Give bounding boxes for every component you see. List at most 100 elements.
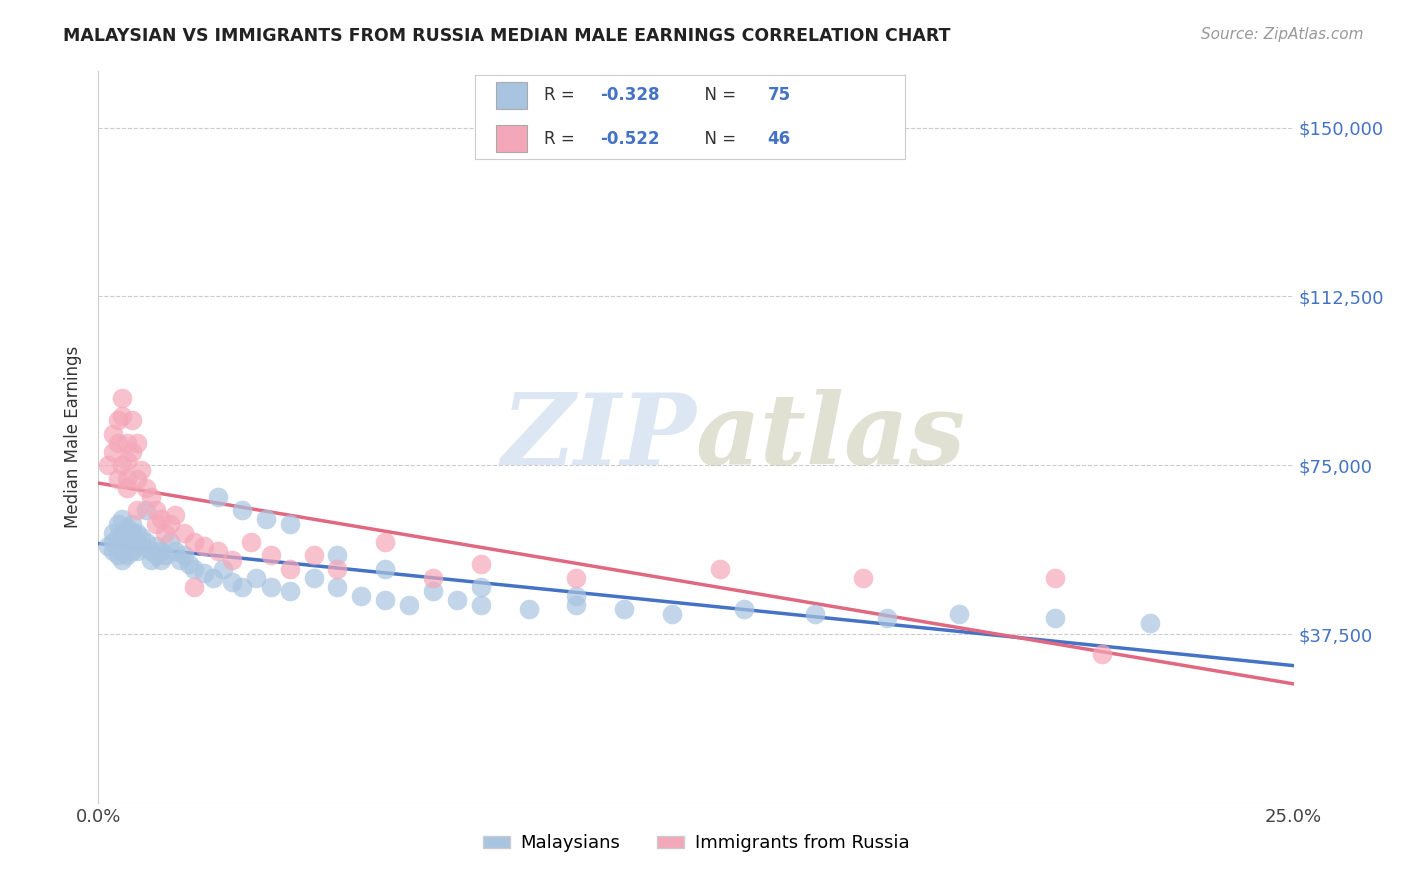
Point bbox=[565, 571, 588, 585]
Point bbox=[149, 543, 172, 558]
Point bbox=[107, 539, 129, 553]
Point bbox=[149, 512, 172, 526]
Point bbox=[101, 426, 124, 441]
Point bbox=[709, 562, 731, 576]
Point bbox=[446, 593, 468, 607]
Point bbox=[202, 571, 225, 585]
Point bbox=[115, 435, 138, 450]
Point bbox=[125, 503, 148, 517]
Point bbox=[111, 409, 134, 423]
Point bbox=[121, 525, 143, 540]
Point bbox=[111, 512, 134, 526]
Point bbox=[111, 534, 134, 549]
Point bbox=[179, 558, 201, 572]
Point bbox=[254, 512, 277, 526]
Point bbox=[107, 530, 129, 544]
Point bbox=[221, 553, 243, 567]
Point bbox=[125, 472, 148, 486]
Point bbox=[422, 571, 444, 585]
Point bbox=[145, 539, 167, 553]
Point bbox=[733, 602, 755, 616]
Point bbox=[107, 516, 129, 531]
Point bbox=[302, 548, 325, 562]
Y-axis label: Median Male Earnings: Median Male Earnings bbox=[65, 346, 83, 528]
Point bbox=[183, 580, 205, 594]
Point bbox=[121, 534, 143, 549]
Point bbox=[169, 553, 191, 567]
Point bbox=[245, 571, 267, 585]
Point bbox=[948, 607, 970, 621]
Point bbox=[470, 580, 492, 594]
Point bbox=[159, 516, 181, 531]
Point bbox=[131, 539, 153, 553]
Point bbox=[374, 562, 396, 576]
Point bbox=[135, 503, 157, 517]
Point bbox=[1043, 571, 1066, 585]
Point bbox=[852, 571, 875, 585]
Point bbox=[97, 458, 120, 473]
Point bbox=[193, 566, 215, 581]
Point bbox=[1091, 647, 1114, 661]
Legend: Malaysians, Immigrants from Russia: Malaysians, Immigrants from Russia bbox=[475, 827, 917, 860]
Point bbox=[207, 490, 229, 504]
Point bbox=[111, 391, 134, 405]
Point bbox=[115, 530, 138, 544]
Point bbox=[163, 508, 186, 522]
Point bbox=[211, 562, 233, 576]
Point bbox=[111, 543, 134, 558]
Point bbox=[661, 607, 683, 621]
Point bbox=[173, 548, 195, 562]
Point bbox=[115, 548, 138, 562]
Point bbox=[97, 539, 120, 553]
Point bbox=[278, 562, 301, 576]
Point bbox=[111, 553, 134, 567]
Point bbox=[135, 481, 157, 495]
Point bbox=[876, 611, 898, 625]
Point bbox=[470, 558, 492, 572]
Point bbox=[398, 598, 420, 612]
Point bbox=[139, 543, 162, 558]
Point bbox=[259, 548, 281, 562]
Point bbox=[231, 580, 253, 594]
Point bbox=[422, 584, 444, 599]
Point bbox=[131, 530, 153, 544]
Point bbox=[207, 543, 229, 558]
Text: atlas: atlas bbox=[696, 389, 966, 485]
Point bbox=[131, 463, 153, 477]
Point bbox=[107, 413, 129, 427]
Point bbox=[101, 525, 124, 540]
Point bbox=[221, 575, 243, 590]
Point bbox=[101, 534, 124, 549]
Point bbox=[278, 584, 301, 599]
Point bbox=[121, 444, 143, 458]
Point bbox=[111, 525, 134, 540]
Point bbox=[159, 534, 181, 549]
Point bbox=[193, 539, 215, 553]
Text: ZIP: ZIP bbox=[501, 389, 696, 485]
Point bbox=[240, 534, 263, 549]
Point bbox=[107, 435, 129, 450]
Point bbox=[111, 458, 134, 473]
Point bbox=[125, 525, 148, 540]
Point bbox=[326, 580, 349, 594]
Point bbox=[1139, 615, 1161, 630]
Point bbox=[259, 580, 281, 594]
Point bbox=[125, 534, 148, 549]
Point bbox=[115, 453, 138, 467]
Point bbox=[125, 435, 148, 450]
Point bbox=[804, 607, 827, 621]
Point bbox=[565, 589, 588, 603]
Point bbox=[121, 516, 143, 531]
Point bbox=[135, 534, 157, 549]
Point bbox=[231, 503, 253, 517]
Point bbox=[326, 548, 349, 562]
Point bbox=[115, 481, 138, 495]
Point bbox=[302, 571, 325, 585]
Point bbox=[125, 543, 148, 558]
Point bbox=[101, 444, 124, 458]
Point bbox=[163, 543, 186, 558]
Point bbox=[173, 525, 195, 540]
Point bbox=[139, 490, 162, 504]
Point bbox=[121, 543, 143, 558]
Point bbox=[155, 525, 177, 540]
